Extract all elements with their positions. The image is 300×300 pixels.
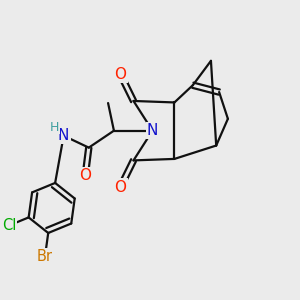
- Text: O: O: [114, 180, 126, 195]
- Text: N: N: [147, 123, 158, 138]
- Text: O: O: [79, 168, 91, 183]
- Text: H: H: [50, 121, 60, 134]
- Text: Cl: Cl: [2, 218, 16, 233]
- Text: O: O: [114, 67, 126, 82]
- Text: Br: Br: [37, 249, 53, 264]
- Text: N: N: [58, 128, 69, 143]
